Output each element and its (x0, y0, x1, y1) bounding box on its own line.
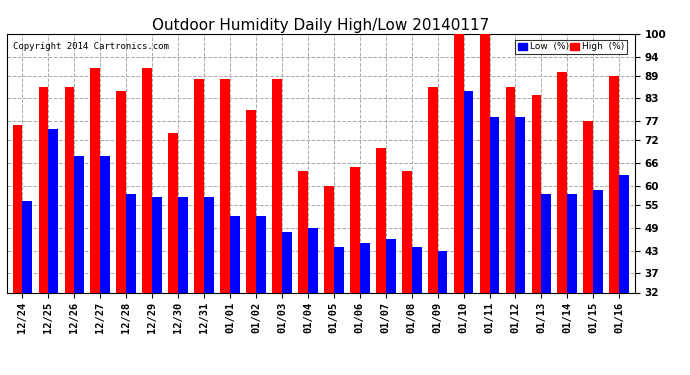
Bar (428, 87, 437, 292)
Bar (90, 68, 100, 292)
Bar (75, 156, 84, 292)
Bar (609, 76, 619, 292)
Bar (489, 117, 500, 292)
Bar (194, 80, 204, 292)
Bar (324, 186, 334, 292)
Bar (152, 197, 162, 292)
Bar (64, 87, 75, 292)
Bar (23, 201, 32, 292)
Bar (584, 121, 593, 292)
Bar (506, 87, 515, 292)
Bar (282, 232, 292, 292)
Bar (39, 87, 48, 292)
Title: Outdoor Humidity Daily High/Low 20140117: Outdoor Humidity Daily High/Low 20140117 (152, 18, 489, 33)
Bar (272, 80, 282, 292)
Bar (567, 194, 578, 292)
Bar (402, 171, 412, 292)
Bar (178, 197, 188, 292)
Bar (542, 194, 551, 292)
Bar (117, 91, 126, 292)
Bar (619, 174, 629, 292)
Bar (100, 156, 110, 292)
Bar (204, 197, 214, 292)
Bar (220, 80, 230, 292)
Bar (593, 190, 603, 292)
Bar (480, 30, 489, 292)
Bar (298, 171, 308, 292)
Bar (350, 167, 359, 292)
Bar (12, 125, 23, 292)
Bar (308, 228, 317, 292)
Bar (142, 68, 152, 292)
Bar (531, 94, 542, 292)
Bar (230, 216, 240, 292)
Legend: Low  (%), High  (%): Low (%), High (%) (515, 39, 627, 54)
Bar (454, 30, 464, 292)
Bar (558, 72, 567, 292)
Text: Copyright 2014 Cartronics.com: Copyright 2014 Cartronics.com (13, 42, 169, 51)
Bar (48, 129, 58, 292)
Bar (515, 117, 525, 292)
Bar (412, 247, 422, 292)
Bar (359, 243, 370, 292)
Bar (437, 251, 448, 292)
Bar (334, 247, 344, 292)
Bar (246, 110, 256, 292)
Bar (376, 148, 386, 292)
Bar (464, 91, 473, 292)
Bar (126, 194, 136, 292)
Bar (168, 133, 178, 292)
Bar (386, 239, 395, 292)
Bar (256, 216, 266, 292)
